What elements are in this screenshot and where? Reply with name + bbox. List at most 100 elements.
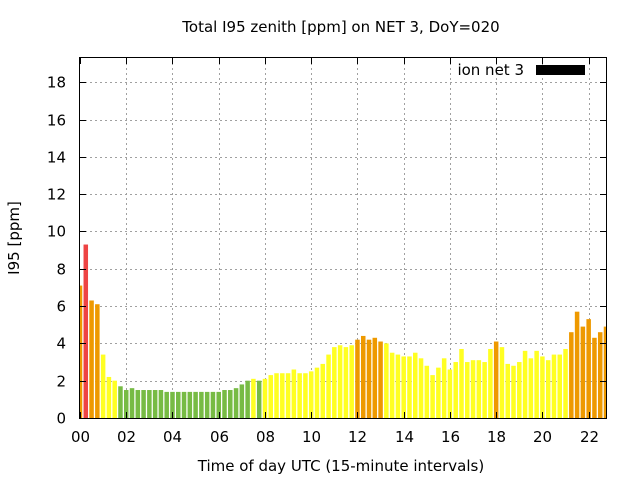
x-axis-label: Time of day UTC (15-minute intervals) (197, 457, 484, 475)
chart-title: Total I95 zenith [ppm] on NET 3, DoY=020 (181, 18, 499, 36)
bar (343, 347, 349, 418)
bar (366, 339, 372, 418)
bar (158, 390, 164, 418)
bar (430, 375, 435, 418)
bar (129, 388, 135, 418)
x-tick-label: 08 (256, 428, 275, 446)
bar (493, 341, 499, 418)
bar (256, 380, 262, 418)
y-tick-label: 8 (56, 261, 66, 279)
bar (389, 352, 395, 418)
bar (245, 380, 250, 418)
bar (170, 391, 175, 418)
y-tick-label: 0 (56, 410, 66, 428)
y-tick-label: 18 (47, 74, 66, 92)
bar (395, 354, 401, 418)
bar (268, 375, 273, 418)
bar (303, 373, 308, 418)
bar (274, 373, 279, 418)
bars (80, 244, 606, 418)
x-tick-label: 04 (163, 428, 182, 446)
bar (100, 354, 106, 418)
bar (83, 244, 89, 418)
bar (326, 354, 331, 418)
bar (499, 347, 505, 418)
bar (563, 348, 568, 418)
bar (511, 365, 516, 418)
bar (470, 360, 476, 418)
x-tick-label: 12 (348, 428, 367, 446)
bar (228, 390, 233, 418)
bar (418, 358, 424, 418)
y-tick-label: 14 (47, 149, 66, 167)
bar (441, 358, 447, 418)
bar (187, 391, 193, 418)
x-tick-label: 20 (533, 428, 552, 446)
bar (239, 384, 245, 418)
bar (280, 373, 285, 418)
bar (210, 391, 216, 418)
bar (112, 380, 117, 418)
bar (89, 300, 94, 418)
x-tick-label: 10 (302, 428, 321, 446)
bar (152, 390, 158, 418)
bar (135, 390, 141, 418)
bar (349, 345, 354, 418)
bar (545, 360, 551, 418)
bar (413, 352, 418, 418)
legend-swatch (536, 65, 585, 75)
bar (297, 373, 302, 418)
bar (482, 362, 487, 418)
bar (141, 390, 146, 418)
x-tick-label: 18 (487, 428, 506, 446)
bar (291, 369, 297, 418)
x-tick-label: 06 (210, 428, 229, 446)
bar (459, 348, 464, 418)
bar (528, 358, 534, 418)
bar (436, 367, 441, 418)
y-axis-label: I95 [ppm] (5, 201, 23, 275)
bar (453, 362, 458, 418)
x-tick-label: 00 (71, 428, 90, 446)
x-tick-label: 16 (441, 428, 460, 446)
bar (603, 326, 606, 418)
bar (360, 335, 366, 418)
bar (285, 373, 291, 418)
plot-border (79, 57, 607, 419)
bar (355, 339, 360, 418)
bar (251, 378, 256, 418)
bar (193, 391, 198, 418)
bar (204, 391, 210, 418)
bar (164, 391, 169, 418)
bar (320, 363, 326, 418)
y-tick-label: 6 (56, 298, 66, 316)
bar (557, 354, 563, 418)
y-tick-label: 4 (56, 335, 66, 353)
bar (574, 311, 580, 418)
bar (314, 367, 320, 418)
legend: ion net 3 (457, 61, 585, 79)
bar (332, 347, 337, 418)
bar (123, 390, 129, 418)
bar (337, 345, 343, 418)
bar (384, 343, 389, 418)
bar (372, 337, 378, 418)
y-tick-label: 16 (47, 112, 66, 130)
bar (517, 362, 522, 418)
bar (488, 348, 493, 418)
bar (308, 371, 314, 418)
bar (447, 369, 453, 418)
bar (586, 319, 591, 418)
y-tick-label: 2 (56, 373, 66, 391)
y-tick-label: 10 (47, 223, 66, 241)
bar (181, 391, 187, 418)
bar (118, 386, 123, 418)
bar (222, 390, 227, 418)
bar (592, 337, 597, 418)
bar (551, 354, 557, 418)
x-tick-label: 14 (395, 428, 414, 446)
bar (424, 365, 430, 418)
bar (378, 341, 383, 418)
bar (522, 350, 528, 418)
